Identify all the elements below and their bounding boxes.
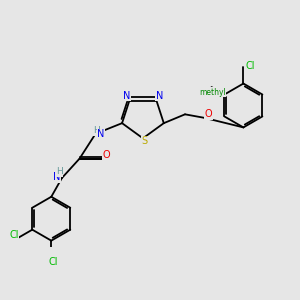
Text: H: H [93,126,100,135]
Text: N: N [123,91,130,101]
Text: Cl: Cl [245,61,254,71]
Text: H: H [56,167,62,176]
Text: Cl: Cl [9,230,19,240]
Text: O: O [205,109,212,119]
Text: S: S [142,136,148,146]
Text: methyl: methyl [199,88,226,97]
Text: N: N [98,130,105,140]
Text: N: N [156,91,163,101]
Text: O: O [102,150,110,160]
Text: N: N [52,172,60,182]
Text: Cl: Cl [48,257,58,267]
